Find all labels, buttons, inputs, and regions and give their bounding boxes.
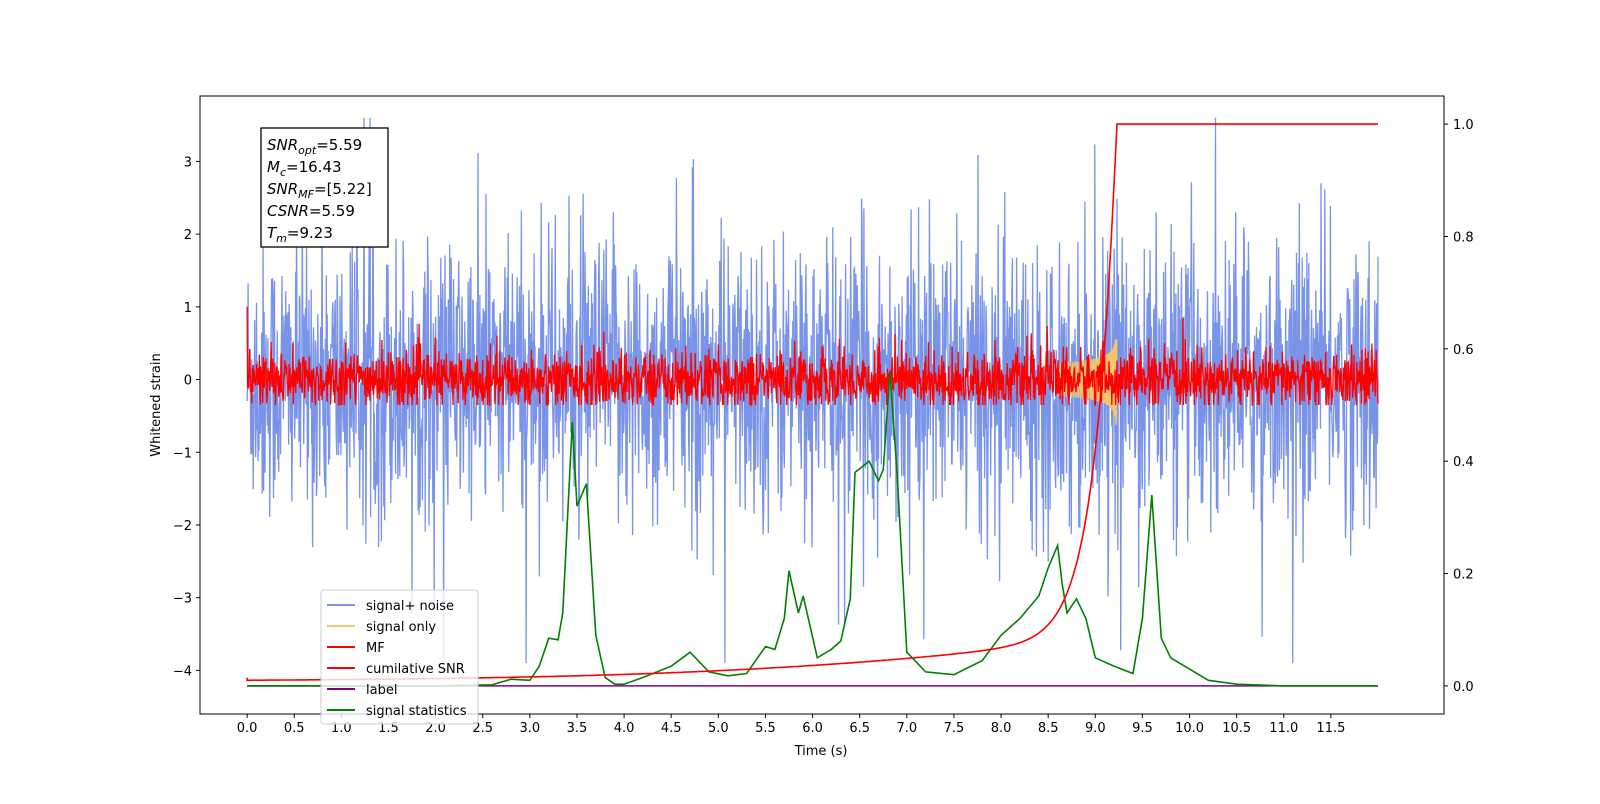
x-axis-label: Time (s) [794,744,848,759]
info-line: SNRMF=[5.22] [267,180,372,201]
legend-label: signal only [366,620,436,635]
x-tick-label: 8.0 [991,721,1012,736]
x-tick-label: 10.5 [1222,721,1251,736]
x-tick-label: 3.5 [567,721,588,736]
y-tick-label: 3 [184,155,192,170]
legend-label: MF [366,641,385,656]
x-tick-label: 0.0 [237,721,258,736]
x-tick-label: 4.0 [614,721,635,736]
y-tick-label: −1 [173,446,192,461]
series-mf-line [246,306,1379,407]
y-tick-label: 0 [184,374,192,389]
y-tick-label: −4 [173,664,192,679]
x-tick-label: 11.5 [1316,721,1345,736]
info-line: Mc=16.43 [267,158,342,179]
legend-frame [320,589,479,725]
legend-items: signal+ noise signal only MF cumilative SNR… [327,599,467,719]
y2-tick-label: 0.6 [1453,343,1474,358]
x-tick-label: 7.5 [944,721,965,736]
info-box: SNRopt=5.59Mc=16.43SNRMF=[5.22]CSNR=5.59… [260,127,389,248]
x-tick-label: 9.5 [1132,721,1153,736]
x-tick-label: 7.0 [896,721,917,736]
legend-label: cumilative SNR [366,662,465,677]
legend-label: label [366,683,397,698]
x-tick-label: 6.5 [849,721,870,736]
info-line: Tm=9.23 [267,224,333,245]
series-signal-statistics-line [247,371,1378,687]
info-lines: SNRopt=5.59Mc=16.43SNRMF=[5.22]CSNR=5.59… [267,136,372,245]
x-tick-label: 4.5 [661,721,682,736]
plot-frame [199,95,1445,715]
axis-layer: 0.0 0.5 1.0 1.5 2.0 2.5 3.0 3.5 4.0 4.5 5.0 5.5 6.0 6… [173,118,1474,736]
y-tick-label: 2 [184,228,192,243]
y2-tick-label: 0.4 [1453,455,1474,470]
x-tick-label: 5.0 [708,721,729,736]
y-tick-label: −3 [173,592,192,607]
info-line: CSNR=5.59 [267,202,355,220]
legend-label: signal statistics [366,704,467,719]
y-tick-label: 1 [184,301,192,316]
y-tick-label: −2 [173,519,192,534]
x-tick-label: 1.5 [378,721,399,736]
x-tick-label: 8.5 [1038,721,1059,736]
x-tick-label: 11.0 [1269,721,1298,736]
x-tick-label: 2.5 [472,721,493,736]
x-tick-label: 5.5 [755,721,776,736]
y2-tick-label: 0.2 [1453,568,1474,583]
x-tick-label: 6.0 [802,721,823,736]
info-box-frame [260,127,389,248]
y2-tick-label: 0.8 [1453,230,1474,245]
legend-label: signal+ noise [366,599,454,614]
x-tick-label: 9.0 [1085,721,1106,736]
y-axis-label: Whitened strain [149,353,164,456]
x-tick-label: 2.0 [425,721,446,736]
x-tick-label: 3.0 [520,721,541,736]
x-tick-label: 0.5 [284,721,305,736]
info-line: SNRopt=5.59 [267,136,362,157]
series-signal-noise-line [246,117,1379,664]
legend: signal+ noise signal only MF cumilative SNR… [320,589,479,725]
y2-tick-label: 0.0 [1453,680,1474,695]
x-tick-label: 10.0 [1175,721,1204,736]
x-tick-label: 1.0 [331,721,352,736]
y2-tick-label: 1.0 [1453,118,1474,133]
